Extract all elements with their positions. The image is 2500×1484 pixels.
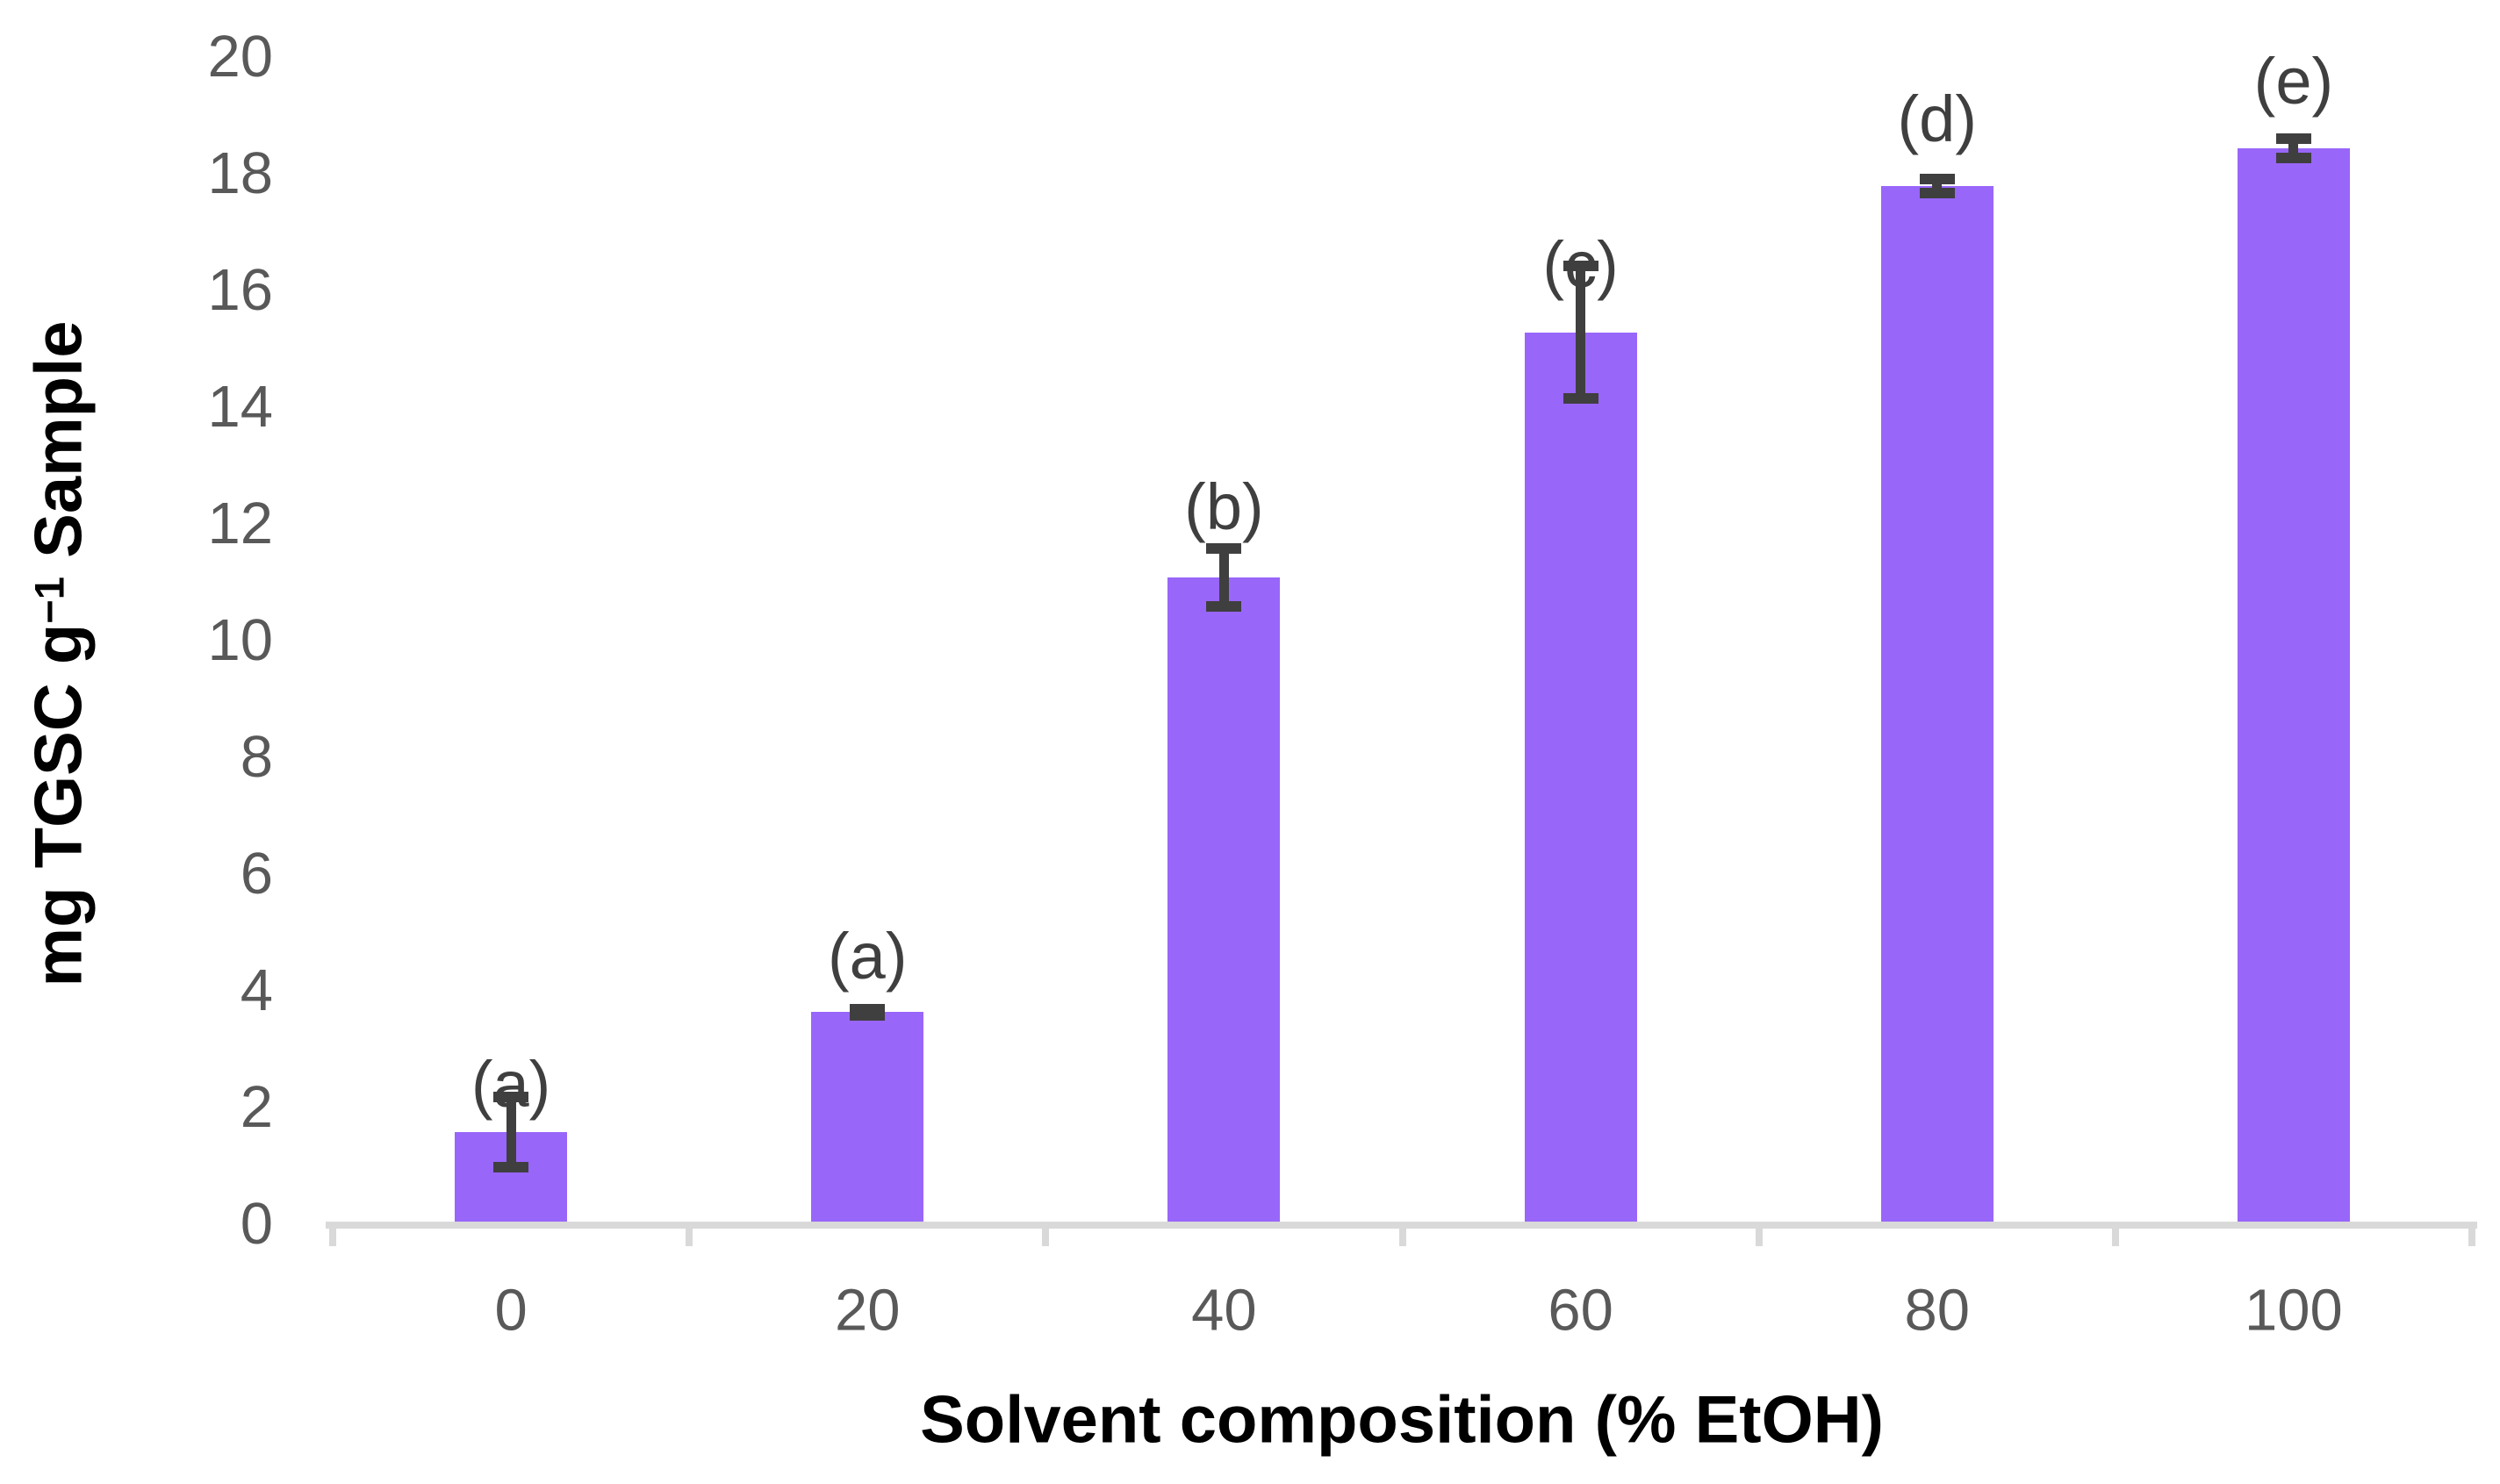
y-tick-label: 20 — [207, 24, 273, 90]
error-bar-cap-bottom — [493, 1161, 529, 1172]
error-bar-cap-bottom — [1919, 188, 1955, 199]
x-tick-label: 80 — [1904, 1277, 1971, 1344]
error-bar-stem — [506, 1096, 516, 1167]
x-axis-tick-mark — [1398, 1223, 1406, 1246]
y-tick-label: 10 — [207, 607, 273, 674]
error-bar-stem — [1218, 548, 1229, 607]
error-bar-cap-bottom — [1562, 392, 1598, 404]
error-bar-stem — [2288, 139, 2299, 158]
error-bar-cap-top — [2275, 133, 2311, 145]
x-axis-tick-mark — [329, 1223, 336, 1246]
error-bar-cap-top — [1562, 261, 1598, 272]
error-bar-stem — [1932, 179, 1943, 194]
x-axis-tick-mark — [1042, 1223, 1050, 1246]
bar-40-pct — [1167, 577, 1281, 1225]
y-tick-label: 0 — [240, 1191, 273, 1258]
x-axis-tick-mark — [1755, 1223, 1763, 1246]
x-axis-tick-mark — [686, 1223, 693, 1246]
y-tick-label: 6 — [240, 841, 273, 907]
error-bar-cap-bottom — [2275, 152, 2311, 163]
error-bar-cap-top — [1206, 542, 1242, 554]
y-axis-title-text: mg TGSC g — [21, 623, 97, 987]
x-tick-label: 60 — [1548, 1277, 1613, 1344]
y-tick-label: 12 — [207, 491, 273, 557]
y-tick-label: 8 — [240, 724, 273, 791]
x-tick-label: 40 — [1191, 1277, 1257, 1344]
y-tick-label: 2 — [240, 1074, 273, 1141]
y-tick-label: 14 — [207, 374, 273, 441]
significance-label: (a) — [828, 920, 908, 993]
x-tick-label: 20 — [834, 1277, 901, 1344]
bar-100-pct — [2237, 148, 2350, 1225]
error-bar-cap-top — [1919, 174, 1955, 185]
significance-label: (b) — [1184, 470, 1264, 544]
y-tick-label: 18 — [207, 140, 273, 207]
bar-60-pct — [1524, 332, 1637, 1225]
error-bar-cap-top — [493, 1091, 529, 1102]
x-axis-title: Solvent composition (% EtOH) — [920, 1382, 1884, 1458]
bar-80-pct — [1880, 186, 1994, 1225]
x-axis-tick-mark — [2468, 1223, 2475, 1246]
y-tick-label: 4 — [240, 957, 273, 1024]
bar-20-pct — [811, 1012, 924, 1225]
significance-label: (e) — [2253, 44, 2334, 118]
error-bar-cap-bottom — [850, 1009, 886, 1021]
x-axis-tick-mark — [2111, 1223, 2119, 1246]
y-tick-label: 16 — [207, 257, 273, 324]
x-tick-label: 100 — [2245, 1277, 2343, 1344]
error-bar-stem — [1576, 266, 1586, 398]
x-tick-label: 0 — [494, 1277, 528, 1344]
significance-label: (d) — [1897, 82, 1977, 155]
error-bar-cap-bottom — [1206, 601, 1242, 613]
